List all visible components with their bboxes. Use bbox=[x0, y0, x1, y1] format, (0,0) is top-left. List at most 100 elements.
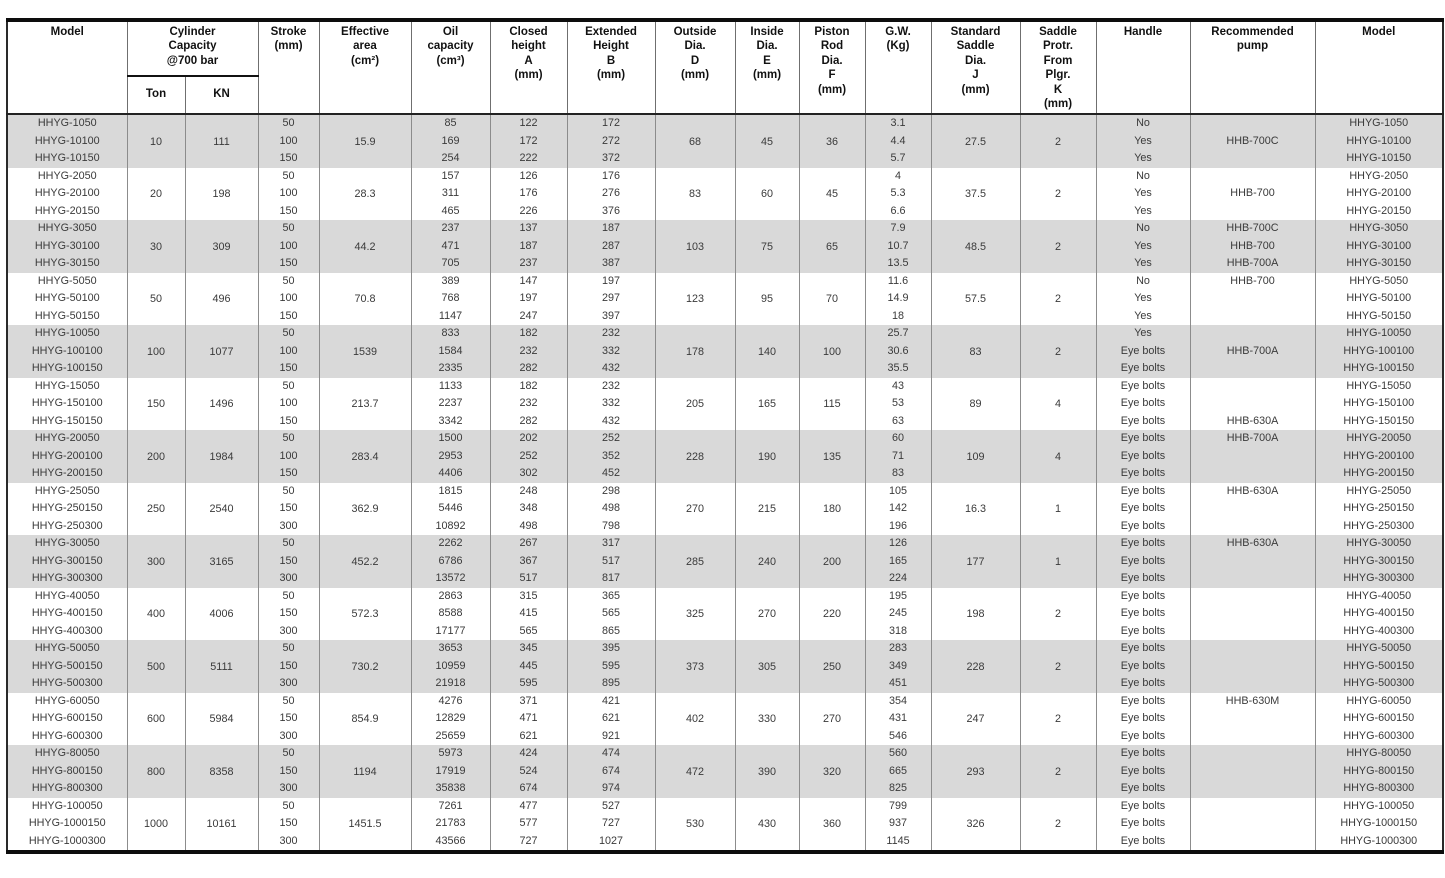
cell-model-left: HHYG-1050 bbox=[6, 113, 128, 133]
cell-gw: 196 bbox=[864, 517, 932, 536]
cell-model-right: HHYG-200100 bbox=[1314, 447, 1444, 466]
cell-outside-dia: 402 bbox=[654, 692, 736, 746]
table-row: HHYG-600150 150 12829 471 621 431 Eye bolts HHY… bbox=[6, 710, 1444, 728]
cell-closed-height: 122 bbox=[489, 113, 568, 133]
table-row: HHYG-800150 150 17919 524 674 665 Eye bolts HHY… bbox=[6, 762, 1444, 781]
cell-ton: 150 bbox=[126, 377, 186, 431]
cell-model-right: HHYG-600300 bbox=[1314, 727, 1444, 746]
cell-ton: 20 bbox=[126, 167, 186, 221]
cell-gw: 13.5 bbox=[864, 255, 932, 273]
cell-extended-height: 387 bbox=[566, 255, 656, 273]
cell-stroke: 150 bbox=[257, 202, 320, 221]
cell-extended-height: 674 bbox=[566, 762, 656, 781]
cell-model-left: HHYG-1000300 bbox=[6, 832, 128, 853]
cell-gw: 53 bbox=[864, 395, 932, 413]
cell-handle: Yes bbox=[1095, 185, 1191, 203]
table-row: HHYG-30100 100 471 187 287 10.7 Yes HHB-700 HHYG… bbox=[6, 237, 1444, 256]
cell-effective-area: 452.2 bbox=[318, 535, 412, 588]
cell-oil-capacity: 1815 bbox=[410, 482, 491, 501]
table-row: HHYG-500300 300 21918 595 895 451 Eye bolts HHY… bbox=[6, 675, 1444, 693]
cylinder-spec-table: Model Cylinder Capacity @700 bar Stroke … bbox=[6, 18, 1444, 855]
cell-effective-area: 1194 bbox=[318, 745, 412, 798]
cell-extended-height: 727 bbox=[566, 815, 656, 833]
cell-piston-rod-dia: 45 bbox=[798, 167, 866, 221]
cell-stroke: 150 bbox=[257, 255, 320, 273]
cell-gw: 142 bbox=[864, 500, 932, 518]
cell-closed-height: 237 bbox=[489, 255, 568, 273]
cell-recommended-pump bbox=[1189, 552, 1316, 571]
cell-gw: 63 bbox=[864, 412, 932, 431]
cell-piston-rod-dia: 115 bbox=[798, 377, 866, 431]
cell-recommended-pump bbox=[1189, 745, 1316, 763]
cell-closed-height: 415 bbox=[489, 605, 568, 623]
table-row: HHYG-200150 150 4406 302 452 83 Eye bolts HHYG-… bbox=[6, 465, 1444, 483]
cell-kn: 3165 bbox=[184, 535, 259, 588]
cell-extended-height: 172 bbox=[566, 113, 656, 133]
cell-recommended-pump bbox=[1189, 500, 1316, 518]
table-row: HHYG-800300 300 35838 674 974 825 Eye bolts HHY… bbox=[6, 780, 1444, 798]
cell-extended-height: 432 bbox=[566, 360, 656, 378]
cell-extended-height: 498 bbox=[566, 500, 656, 518]
cell-model-right: HHYG-3050 bbox=[1314, 220, 1444, 238]
cell-inside-dia: 95 bbox=[734, 272, 800, 326]
cell-model-right: HHYG-800150 bbox=[1314, 762, 1444, 781]
cell-handle: Yes bbox=[1095, 237, 1191, 256]
col-header-standard-saddle-dia: Standard Saddle Dia. J (mm) bbox=[930, 18, 1021, 115]
cell-handle: Eye bolts bbox=[1095, 552, 1191, 571]
cell-outside-dia: 68 bbox=[654, 113, 736, 168]
table-row: HHYG-20150 150 465 226 376 6.6 Yes HHYG-20150 bbox=[6, 202, 1444, 221]
cell-model-right: HHYG-50100 bbox=[1314, 290, 1444, 308]
cell-handle: Eye bolts bbox=[1095, 587, 1191, 606]
cell-inside-dia: 390 bbox=[734, 745, 800, 798]
cell-model-left: HHYG-1000150 bbox=[6, 815, 128, 833]
cell-model-left: HHYG-30100 bbox=[6, 237, 128, 256]
table-row: HHYG-1050 10 111 50 15.9 85 122 172 68 45 36 3.1 27.… bbox=[6, 113, 1444, 168]
cell-model-left: HHYG-100100 bbox=[6, 342, 128, 361]
cell-extended-height: 517 bbox=[566, 552, 656, 571]
cell-handle: Eye bolts bbox=[1095, 692, 1191, 711]
cell-model-right: HHYG-1000300 bbox=[1314, 832, 1444, 853]
cell-saddle-dia: 177 bbox=[930, 535, 1021, 588]
cell-closed-height: 172 bbox=[489, 132, 568, 151]
cell-model-left: HHYG-500150 bbox=[6, 657, 128, 676]
table-row: HHYG-10050 100 1077 50 1539 833 182 232 178 140 10… bbox=[6, 325, 1444, 378]
cell-saddle-dia: 89 bbox=[930, 377, 1021, 431]
cell-extended-height: 974 bbox=[566, 780, 656, 798]
cell-extended-height: 421 bbox=[566, 692, 656, 711]
cell-oil-capacity: 157 bbox=[410, 167, 491, 186]
cell-model-left: HHYG-20050 bbox=[6, 430, 128, 448]
cell-ton: 1000 bbox=[126, 797, 186, 853]
cell-extended-height: 432 bbox=[566, 412, 656, 431]
cell-model-left: HHYG-80050 bbox=[6, 745, 128, 763]
cell-extended-height: 272 bbox=[566, 132, 656, 151]
cell-saddle-protrusion: 2 bbox=[1019, 587, 1097, 641]
cell-model-left: HHYG-500300 bbox=[6, 675, 128, 693]
col-header-piston-rod-dia: Piston Rod Dia. F (mm) bbox=[798, 18, 866, 115]
table-row: HHYG-200100 100 2953 252 352 71 Eye bolts HHYG-… bbox=[6, 447, 1444, 466]
cell-model-right: HHYG-10050 bbox=[1314, 325, 1444, 343]
cell-model-left: HHYG-600300 bbox=[6, 727, 128, 746]
cell-model-left: HHYG-300150 bbox=[6, 552, 128, 571]
cell-stroke: 100 bbox=[257, 447, 320, 466]
cell-oil-capacity: 254 bbox=[410, 150, 491, 168]
table-row: HHYG-5050 50 496 50 70.8 389 147 197 123 95 70 11.6… bbox=[6, 272, 1444, 326]
cell-oil-capacity: 471 bbox=[410, 237, 491, 256]
cell-recommended-pump bbox=[1189, 640, 1316, 658]
cell-model-right: HHYG-40050 bbox=[1314, 587, 1444, 606]
cell-model-left: HHYG-200100 bbox=[6, 447, 128, 466]
cell-outside-dia: 285 bbox=[654, 535, 736, 588]
cell-saddle-dia: 57.5 bbox=[930, 272, 1021, 326]
cell-saddle-protrusion: 2 bbox=[1019, 640, 1097, 693]
cell-gw: 18 bbox=[864, 307, 932, 326]
cell-recommended-pump bbox=[1189, 202, 1316, 221]
cell-closed-height: 498 bbox=[489, 517, 568, 536]
cell-closed-height: 147 bbox=[489, 272, 568, 291]
cell-gw: 937 bbox=[864, 815, 932, 833]
cell-closed-height: 345 bbox=[489, 640, 568, 658]
cell-model-left: HHYG-300300 bbox=[6, 570, 128, 588]
cell-oil-capacity: 21918 bbox=[410, 675, 491, 693]
cell-handle: Yes bbox=[1095, 202, 1191, 221]
cell-model-right: HHYG-30150 bbox=[1314, 255, 1444, 273]
cell-extended-height: 297 bbox=[566, 290, 656, 308]
cell-recommended-pump: HHB-700 bbox=[1189, 185, 1316, 203]
